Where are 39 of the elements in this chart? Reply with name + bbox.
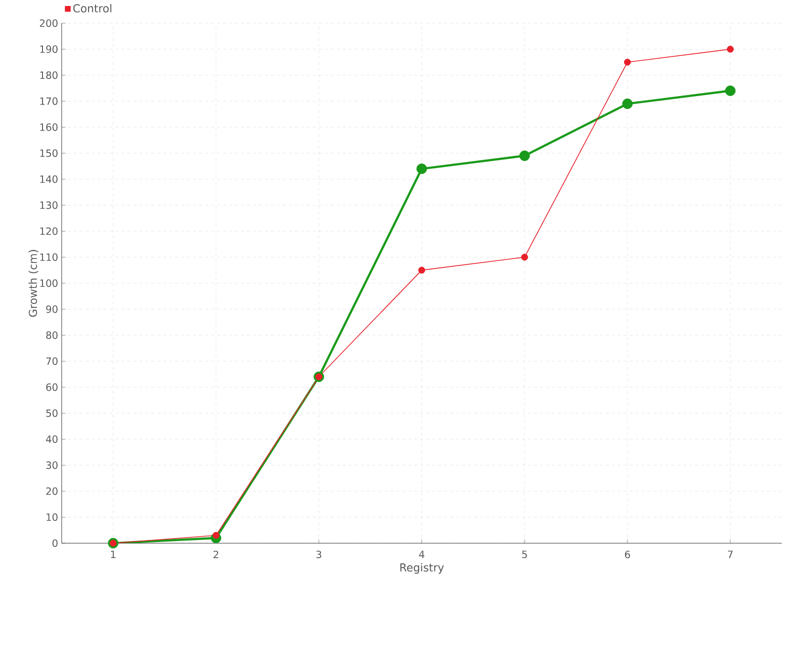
y-tick-label: 180 [40,71,58,79]
y-tick-label: 110 [40,253,58,261]
legend-label: Control [73,4,112,12]
y-tick-label: 0 [52,539,58,547]
y-axis-title: Growth (cm) [28,250,38,317]
point [726,46,734,53]
y-tick-label: 100 [40,279,58,287]
x-tick-label: 6 [624,550,630,558]
point [622,98,633,109]
y-tick-label: 190 [40,45,58,53]
y-tick-label: 150 [40,149,58,157]
x-tick-label: 2 [214,550,218,558]
x-tick-label: 3 [316,550,322,558]
y-tick-label: 160 [40,123,58,131]
y-tick-label: 50 [46,409,58,417]
y-tick-label: 130 [40,201,58,209]
point [418,266,426,274]
x-tick-label: 1 [111,550,116,558]
x-tick-label: 4 [419,550,424,558]
y-tick-label: 20 [46,487,58,495]
point [416,163,427,174]
point [519,150,530,161]
y-tick-label: 200 [40,19,58,27]
y-tick-label: 170 [40,97,58,105]
y-tick-label: 140 [40,175,58,183]
y-tick-label: 70 [46,357,58,365]
x-tick-label: 5 [522,550,527,558]
y-tick-label: 40 [46,435,58,443]
y-tick-label: 10 [46,513,58,521]
y-tick-label: 60 [46,383,58,391]
x-axis-title: Registry [400,562,444,574]
point [725,85,736,96]
y-tick-label: 80 [46,331,58,339]
y-tick-label: 90 [46,305,58,313]
y-tick-label: 120 [40,227,58,235]
point [521,254,528,261]
y-tick-label: 30 [46,461,58,469]
point [624,58,631,66]
x-tick-label: 7 [728,550,733,558]
